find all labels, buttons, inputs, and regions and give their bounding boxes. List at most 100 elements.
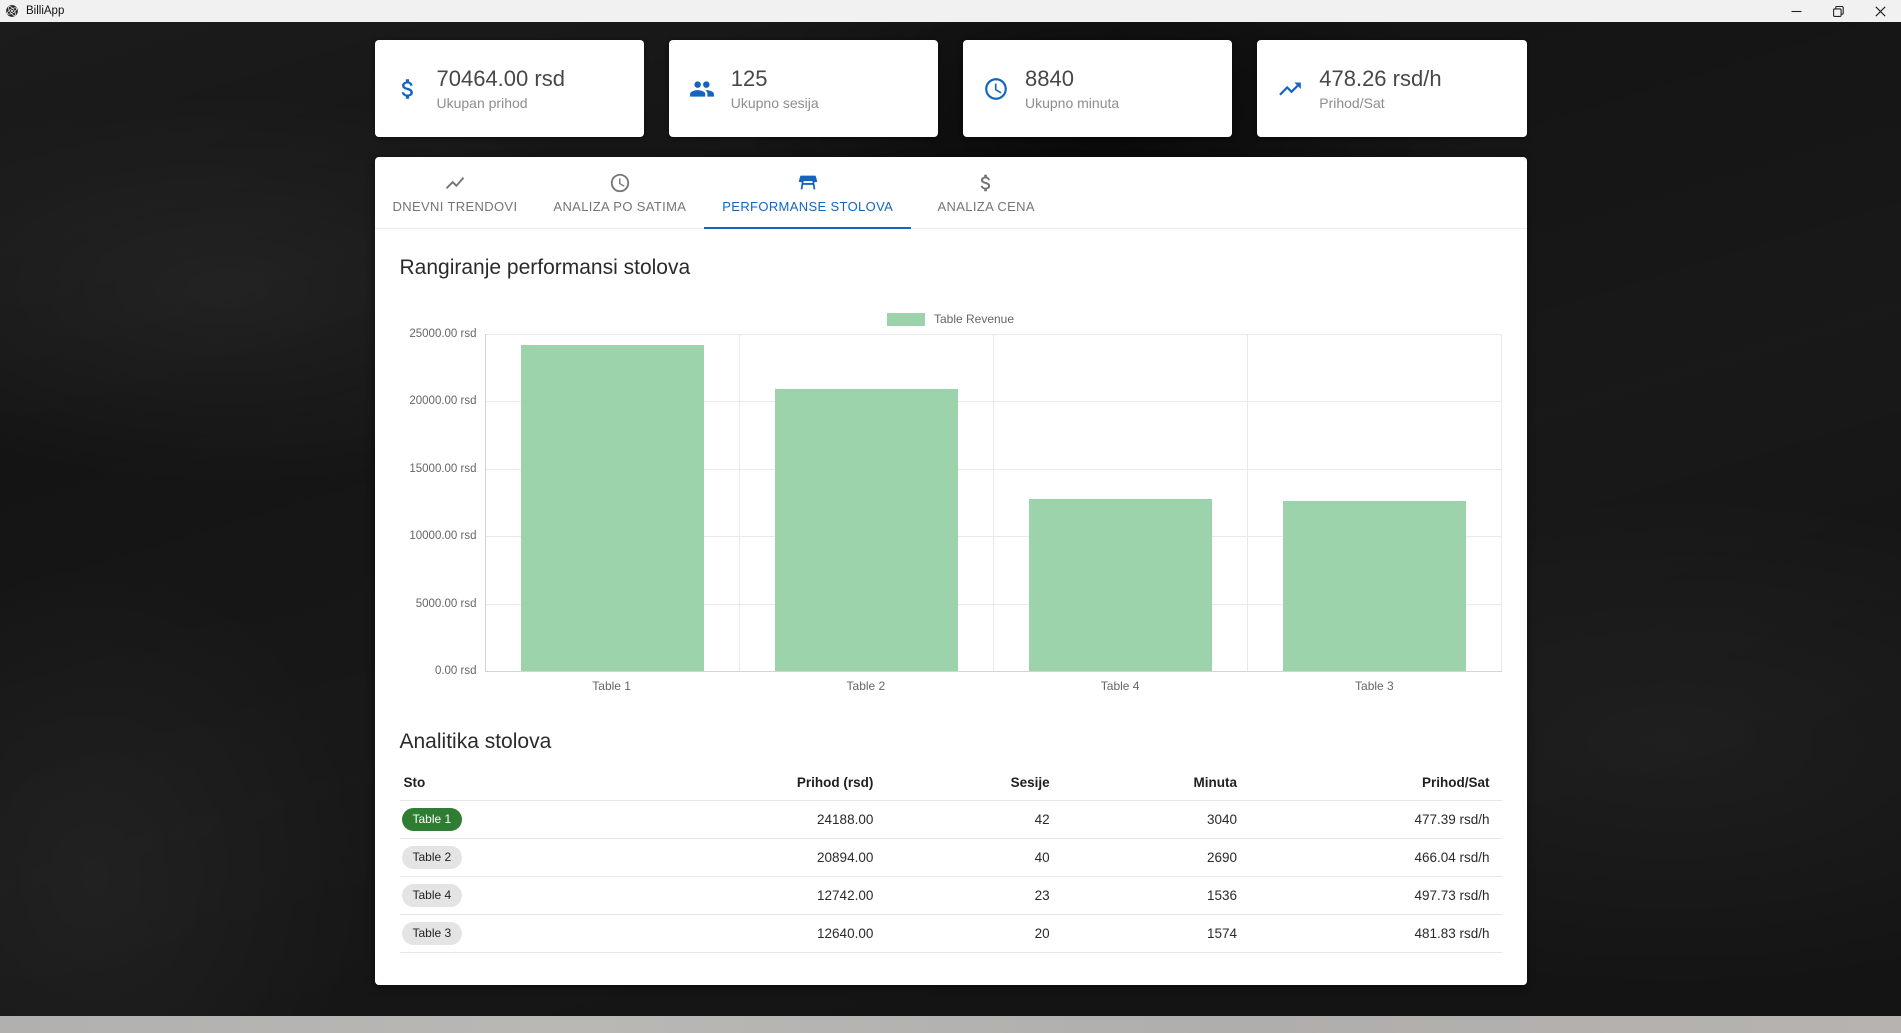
column-header-prihod-sat: Prihod/Sat	[1421, 775, 1490, 790]
table-badge: Table 3	[401, 922, 463, 945]
legend-label: Table Revenue	[933, 312, 1015, 326]
bar-table-4	[1029, 499, 1212, 671]
cell-minutes: 1536	[1049, 876, 1237, 915]
cell-minutes: 2690	[1049, 838, 1237, 877]
stat-value: 125	[730, 65, 768, 91]
cell-revenue-per-hour: 497.73 rsd/h	[1236, 876, 1502, 915]
cell-sessions: 40	[873, 838, 1050, 877]
tab-performanse-stolova[interactable]: PERFORMANSE STOLOVA	[704, 157, 912, 229]
stat-card-total-sessions: 125 Ukupno sesija	[668, 40, 938, 137]
stat-label: Prihod/Sat	[1319, 95, 1385, 112]
gridline-h	[485, 334, 1502, 335]
minimize-icon	[1791, 10, 1801, 12]
x-tick-label: Table 1	[592, 679, 631, 693]
stat-card-total-minutes: 8840 Ukupno minuta	[963, 40, 1233, 137]
chart-plot[interactable]: 25000.00 rsd 20000.00 rsd 15000.00 rsd 1000…	[409, 328, 1502, 677]
titlebar: BilliApp	[0, 0, 1901, 22]
tab-bar: DNEVNI TRENDOVI ANALIZA PO SATIMA PERFOR…	[374, 157, 1527, 229]
main-content: 70464.00 rsd Ukupan prihod 125 Ukupno se…	[374, 40, 1527, 985]
table-row: Table 3 12640.00 20 1574 481.83 rsd/h	[399, 914, 1502, 953]
clock-icon	[983, 76, 1009, 102]
gridline-v	[1500, 334, 1502, 671]
chart-section: Rangiranje performansi stolova Table Rev…	[375, 256, 1527, 693]
bar-table-1	[521, 344, 704, 671]
legend-swatch	[886, 312, 925, 326]
cell-sessions: 20	[873, 914, 1050, 953]
table-badge: Table 1	[401, 808, 463, 831]
table-badge: Table 2	[401, 846, 463, 869]
people-icon	[689, 76, 715, 102]
table-title: Analitika stolova	[399, 730, 552, 753]
tab-label: DNEVNI TRENDOVI	[392, 198, 518, 214]
bar-table-2	[775, 389, 958, 671]
gridline-v	[738, 334, 740, 671]
clock-icon	[610, 173, 630, 192]
gridline-h	[485, 401, 1502, 403]
window-title: BilliApp	[26, 5, 65, 17]
tab-analiza-cena[interactable]: ANALIZA CENA	[911, 157, 1061, 228]
cell-revenue-per-hour: 477.39 rsd/h	[1236, 800, 1502, 839]
y-tick-label: 15000.00 rsd	[409, 462, 477, 475]
x-tick-label: Table 4	[1100, 679, 1140, 693]
stat-value: 478.26 rsd/h	[1319, 65, 1442, 91]
line-chart-icon	[445, 176, 465, 189]
cell-minutes: 1574	[1049, 914, 1237, 953]
cell-revenue: 24188.00	[708, 800, 874, 839]
cell-table: Table 3	[399, 914, 709, 953]
taskbar-strip	[0, 1016, 1901, 1033]
column-header-sto: Sto	[403, 775, 426, 790]
restore-icon	[1832, 5, 1844, 17]
table-header-row: Sto Prihod (rsd) Sesije Minuta Prihod/Sa…	[400, 766, 1502, 801]
tab-label: ANALIZA PO SATIMA	[553, 198, 687, 214]
stat-value: 70464.00 rsd	[436, 65, 565, 91]
cell-table: Table 2	[399, 838, 709, 877]
stat-card-revenue-per-hour: 478.26 rsd/h Prihod/Sat	[1257, 40, 1527, 137]
column-header-sesije: Sesije	[1010, 775, 1050, 790]
y-tick-label: 5000.00 rsd	[415, 597, 477, 610]
analytics-table: Sto Prihod (rsd) Sesije Minuta Prihod/Sa…	[399, 766, 1502, 953]
bar-table-3	[1283, 500, 1466, 671]
trending-up-icon	[1277, 76, 1303, 102]
billiapp-logo-icon	[6, 5, 18, 17]
gridline-h	[485, 468, 1502, 470]
tab-dnevni-trendovi[interactable]: DNEVNI TRENDOVI	[375, 157, 536, 228]
cell-revenue-per-hour: 466.04 rsd/h	[1236, 838, 1502, 877]
chart-legend: Table Revenue	[400, 312, 1502, 326]
dollar-icon	[395, 76, 421, 102]
analytics-table-body: Table 1 24188.00 42 3040 477.39 rsd/h Table 2…	[399, 800, 1502, 953]
stat-label: Ukupan prihod	[436, 95, 528, 112]
table-row: Table 1 24188.00 42 3040 477.39 rsd/h	[399, 800, 1502, 839]
stats-row: 70464.00 rsd Ukupan prihod 125 Ukupno se…	[374, 40, 1527, 137]
column-header-minuta: Minuta	[1193, 775, 1237, 790]
gridline-v	[1246, 334, 1248, 671]
table-row: Table 2 20894.00 40 2690 466.04 rsd/h	[399, 838, 1502, 877]
cell-sessions: 42	[873, 800, 1050, 839]
table-row: Table 4 12742.00 23 1536 497.73 rsd/h	[399, 876, 1502, 915]
y-tick-label: 20000.00 rsd	[409, 395, 477, 408]
dollar-icon	[980, 174, 991, 191]
column-header-prihod: Prihod (rsd)	[796, 775, 874, 790]
tab-label: ANALIZA CENA	[937, 198, 1035, 214]
gridline-v	[992, 334, 994, 671]
analytics-panel: DNEVNI TRENDOVI ANALIZA PO SATIMA PERFOR…	[374, 157, 1527, 985]
chart-x-axis: Table 1 Table 2 Table 4 Table 3	[485, 679, 1502, 693]
close-icon	[1874, 5, 1886, 17]
y-tick-label: 10000.00 rsd	[409, 530, 477, 543]
x-tick-label: Table 3	[1355, 679, 1394, 693]
maximize-button[interactable]	[1817, 0, 1859, 22]
close-button[interactable]	[1859, 0, 1901, 22]
table-badge: Table 4	[401, 884, 463, 907]
cell-sessions: 23	[873, 876, 1050, 915]
x-tick-label: Table 2	[846, 679, 886, 693]
tab-analiza-po-satima[interactable]: ANALIZA PO SATIMA	[535, 157, 704, 228]
cell-revenue: 12742.00	[708, 876, 874, 915]
cell-revenue: 12640.00	[708, 914, 874, 953]
tab-label: PERFORMANSE STOLOVA	[722, 198, 894, 214]
stat-label: Ukupno minuta	[1025, 95, 1120, 112]
stat-value: 8840	[1025, 65, 1074, 91]
y-tick-label: 0.00 rsd	[434, 665, 477, 677]
minimize-button[interactable]	[1775, 0, 1817, 22]
cell-revenue-per-hour: 481.83 rsd/h	[1236, 914, 1502, 953]
chart-title: Rangiranje performansi stolova	[399, 256, 691, 279]
gridline-h	[485, 603, 1502, 605]
